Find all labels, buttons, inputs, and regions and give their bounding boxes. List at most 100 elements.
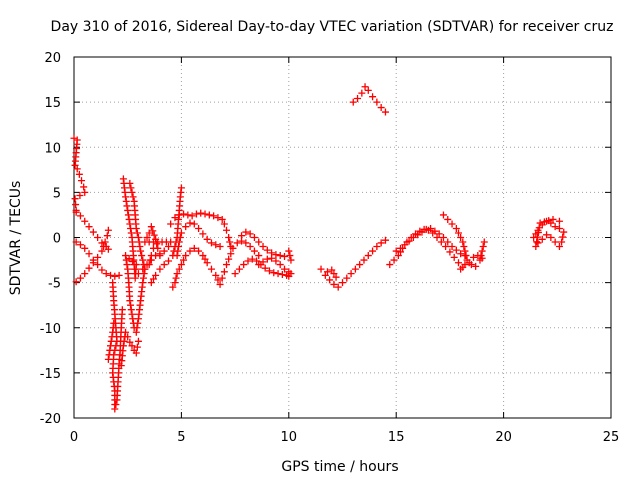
data-point bbox=[437, 238, 445, 246]
data-point bbox=[454, 259, 462, 267]
data-point bbox=[532, 243, 540, 251]
data-point bbox=[180, 256, 188, 264]
data-point bbox=[171, 214, 179, 222]
data-point bbox=[123, 261, 131, 269]
data-point bbox=[177, 229, 185, 237]
data-point bbox=[125, 215, 133, 223]
data-point bbox=[457, 234, 465, 241]
data-point bbox=[560, 228, 568, 236]
data-point bbox=[339, 279, 346, 287]
data-point bbox=[111, 405, 119, 413]
data-point bbox=[105, 351, 113, 359]
data-point bbox=[76, 192, 84, 200]
data-point bbox=[326, 276, 334, 284]
data-point bbox=[176, 234, 184, 241]
data-point bbox=[175, 243, 183, 251]
data-point bbox=[192, 210, 200, 218]
data-point bbox=[250, 234, 258, 241]
data-point bbox=[235, 265, 243, 273]
data-point bbox=[396, 244, 404, 252]
data-point bbox=[470, 253, 478, 261]
data-point bbox=[186, 219, 194, 227]
data-point bbox=[369, 93, 377, 101]
data-point bbox=[216, 243, 224, 251]
data-point bbox=[377, 104, 385, 112]
data-point bbox=[175, 211, 183, 219]
data-point bbox=[139, 279, 147, 287]
data-point bbox=[480, 238, 488, 246]
data-point bbox=[134, 337, 142, 345]
data-point bbox=[75, 170, 83, 178]
data-point bbox=[203, 259, 211, 267]
data-point bbox=[104, 226, 112, 234]
data-point bbox=[535, 224, 543, 232]
data-point bbox=[543, 231, 551, 239]
data-point bbox=[207, 265, 215, 273]
data-point bbox=[94, 234, 102, 241]
data-point bbox=[253, 257, 261, 265]
data-point bbox=[122, 193, 130, 201]
data-point bbox=[132, 328, 140, 336]
data-point bbox=[139, 256, 147, 264]
data-point bbox=[98, 239, 106, 247]
data-point bbox=[330, 280, 338, 288]
y-tick-label: 5 bbox=[53, 186, 61, 201]
data-point bbox=[171, 279, 179, 287]
data-point bbox=[128, 188, 136, 196]
data-point bbox=[122, 256, 130, 264]
data-point bbox=[81, 270, 89, 278]
y-tick-label: -20 bbox=[40, 412, 61, 427]
data-point bbox=[133, 343, 141, 351]
data-point bbox=[173, 270, 181, 278]
data-point bbox=[364, 86, 372, 94]
data-point bbox=[126, 338, 134, 346]
data-point bbox=[422, 225, 430, 233]
data-point bbox=[107, 342, 115, 350]
data-point bbox=[457, 265, 465, 273]
data-point bbox=[321, 271, 329, 279]
data-point bbox=[156, 265, 164, 273]
data-point bbox=[231, 270, 239, 278]
data-point bbox=[226, 238, 234, 246]
data-point bbox=[460, 243, 468, 251]
data-point bbox=[317, 265, 325, 273]
data-point bbox=[120, 337, 128, 345]
data-point bbox=[173, 252, 181, 260]
data-point bbox=[89, 259, 97, 267]
data-point bbox=[127, 184, 135, 192]
data-point bbox=[169, 283, 177, 291]
data-point bbox=[212, 241, 220, 249]
y-tick-label: -15 bbox=[40, 367, 61, 382]
data-point bbox=[122, 197, 130, 205]
data-point bbox=[439, 234, 447, 241]
data-point bbox=[446, 248, 454, 256]
tick-layer: 0 5 10 15 20 25 -20 -15 -10 -5 0 5 10 15 20 bbox=[40, 51, 620, 445]
data-point bbox=[186, 247, 194, 255]
data-point bbox=[401, 241, 409, 249]
data-point bbox=[534, 233, 542, 241]
data-point bbox=[347, 270, 355, 278]
data-point bbox=[392, 247, 400, 255]
data-point bbox=[71, 195, 79, 203]
data-point bbox=[431, 227, 439, 235]
data-point bbox=[242, 239, 250, 247]
data-point bbox=[184, 211, 192, 219]
data-point bbox=[364, 252, 372, 260]
data-point bbox=[72, 201, 80, 209]
x-tick-label: 25 bbox=[603, 430, 620, 445]
data-point bbox=[270, 269, 278, 277]
data-point bbox=[263, 246, 271, 254]
data-point bbox=[102, 270, 110, 278]
data-point bbox=[89, 228, 97, 236]
data-point bbox=[551, 238, 559, 246]
data-point bbox=[177, 261, 185, 269]
data-point bbox=[265, 267, 273, 275]
data-point bbox=[136, 243, 144, 251]
data-point bbox=[172, 274, 180, 282]
data-point bbox=[274, 270, 282, 278]
data-point bbox=[373, 243, 381, 251]
data-point bbox=[141, 238, 149, 246]
data-point bbox=[207, 239, 215, 247]
data-point bbox=[119, 342, 127, 350]
data-point bbox=[85, 250, 93, 258]
